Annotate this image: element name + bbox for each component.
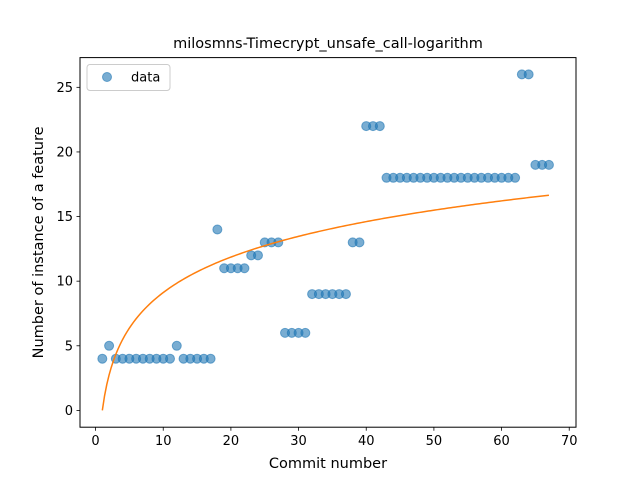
x-axis: 0 10 20 30 40 50 60 70 — [91, 427, 578, 449]
y-axis: 0 5 10 15 20 25 — [56, 81, 80, 419]
data-point — [354, 237, 365, 248]
data-point — [523, 69, 534, 80]
data-point — [340, 289, 351, 300]
x-tick-label: 50 — [426, 434, 443, 449]
data-point — [374, 121, 385, 132]
legend-box — [86, 64, 171, 91]
data-point — [510, 172, 521, 183]
legend-label-data: data — [131, 71, 160, 86]
fit-line — [101, 194, 550, 411]
data-point — [212, 224, 223, 235]
data-point — [300, 327, 311, 338]
x-tick-label: 60 — [493, 434, 510, 449]
y-axis-label: Number of instance of a feature — [31, 126, 47, 358]
y-tick-label: 10 — [56, 275, 73, 290]
y-tick-label: 25 — [56, 81, 73, 96]
x-tick-label: 20 — [223, 434, 240, 449]
chart-title: milosmns-Timecrypt_unsafe_call-logarithm — [173, 36, 483, 52]
data-point — [252, 250, 263, 261]
data-point — [543, 159, 554, 170]
data-point — [164, 353, 175, 364]
y-tick-label: 15 — [56, 210, 73, 225]
x-tick-label: 70 — [561, 434, 578, 449]
x-tick-label: 40 — [358, 434, 375, 449]
y-tick-label: 5 — [65, 339, 73, 354]
data-point — [205, 353, 216, 364]
data-point — [239, 263, 250, 274]
x-axis-label: Commit number — [269, 456, 387, 472]
legend: data — [86, 64, 171, 91]
data-point — [171, 340, 182, 351]
y-tick-label: 0 — [65, 404, 73, 419]
x-tick-label: 10 — [155, 434, 172, 449]
x-tick-label: 30 — [290, 434, 307, 449]
x-tick-label: 0 — [91, 434, 99, 449]
data-point — [104, 340, 115, 351]
data-point — [97, 353, 108, 364]
legend-marker-data — [102, 72, 112, 82]
axes-frame — [79, 57, 577, 428]
plot-area — [97, 69, 554, 411]
y-tick-label: 20 — [56, 145, 73, 160]
